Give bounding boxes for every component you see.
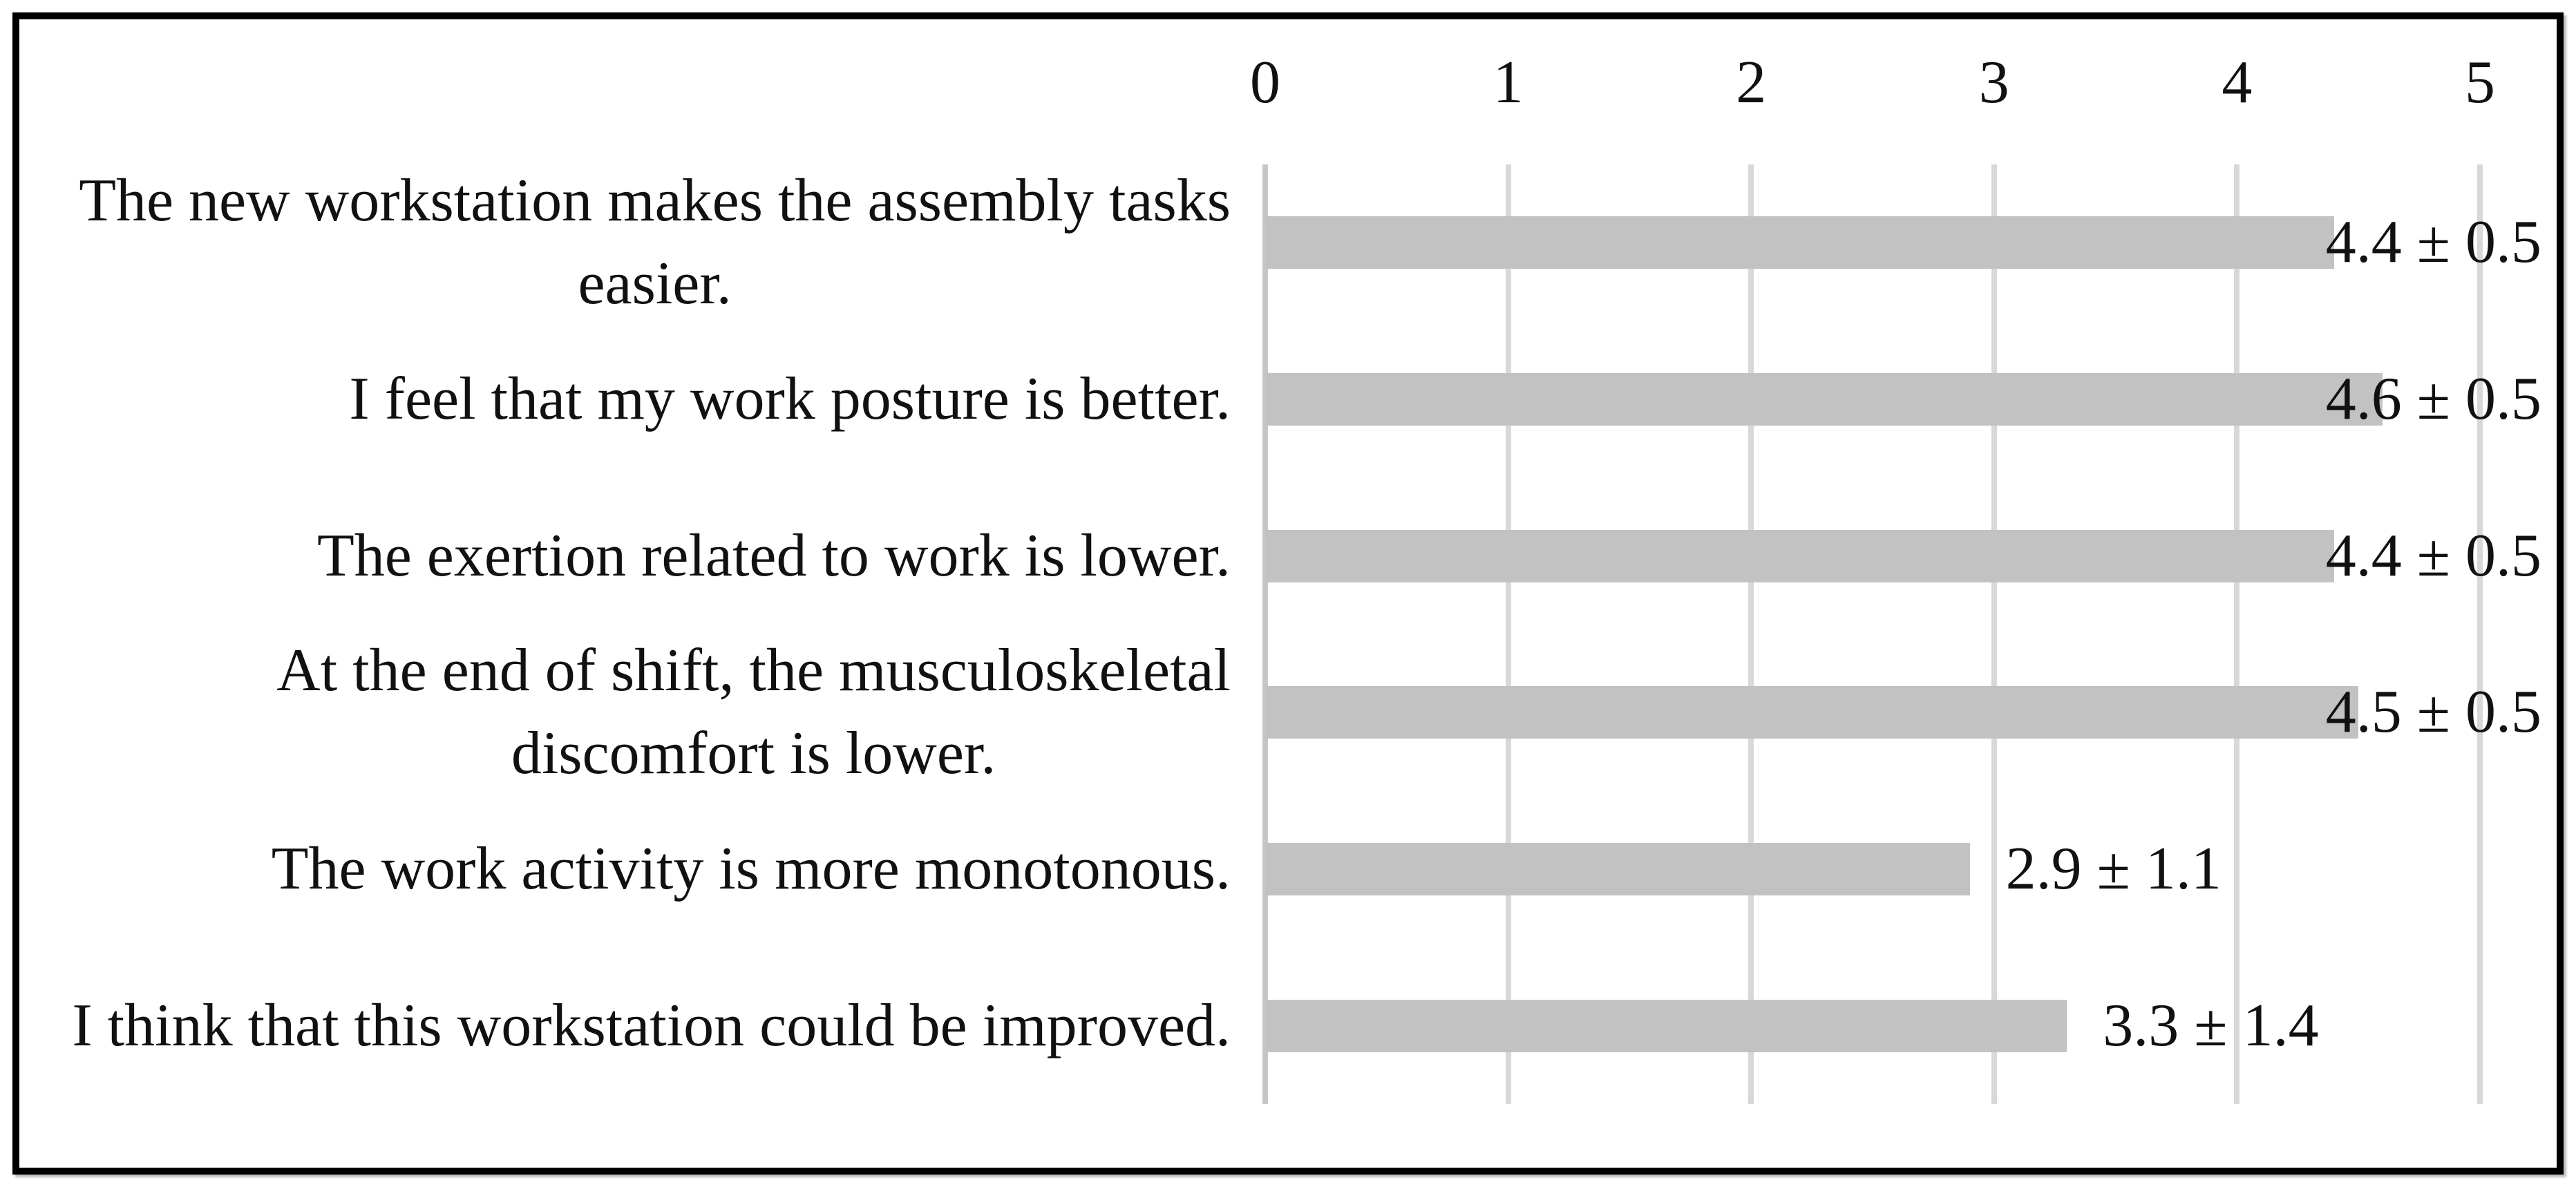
category-label: The exertion related to work is lower. — [316, 522, 1231, 589]
category-label: At the end of shift, the musculoskeletal… — [276, 637, 1231, 788]
x-axis-tick-label-1: 1 — [1493, 49, 1524, 116]
x-axis-tick-label-0: 0 — [1250, 49, 1280, 116]
bar-value-label: 4.4 ± 0.5 — [2325, 209, 2541, 276]
bar — [1265, 686, 2359, 739]
bar-value-label: 4.4 ± 0.5 — [2325, 522, 2541, 589]
bar — [1265, 843, 1970, 895]
bar — [1265, 373, 2383, 426]
bar-value-label: 4.6 ± 0.5 — [2325, 365, 2541, 433]
x-axis-tick-label-3: 3 — [1978, 49, 2009, 116]
bar-value-label: 2.9 ± 1.1 — [2005, 835, 2222, 902]
chart-border-frame — [12, 12, 2564, 1175]
x-axis-tick-label-2: 2 — [1736, 49, 1767, 116]
gridline-4 — [2234, 164, 2240, 1104]
bar — [1265, 999, 2067, 1052]
bar — [1265, 216, 2335, 269]
category-label: I think that this workstation could be i… — [72, 991, 1231, 1059]
gridline-2 — [1748, 164, 1754, 1104]
category-label: The work activity is more monotonous. — [271, 835, 1231, 902]
x-axis-tick-label-4: 4 — [2222, 49, 2253, 116]
bar-value-label: 3.3 ± 1.4 — [2103, 991, 2319, 1059]
category-label: I feel that my work posture is better. — [349, 365, 1231, 433]
gridline-1 — [1505, 164, 1511, 1104]
bar-value-label: 4.5 ± 0.5 — [2325, 678, 2541, 746]
x-axis-tick-label-5: 5 — [2465, 49, 2495, 116]
gridline-0 — [1262, 164, 1268, 1104]
gridline-3 — [1991, 164, 1997, 1104]
category-label: The new workstation makes the assembly t… — [79, 167, 1231, 318]
gridline-5 — [2477, 164, 2483, 1104]
bar — [1265, 529, 2335, 582]
